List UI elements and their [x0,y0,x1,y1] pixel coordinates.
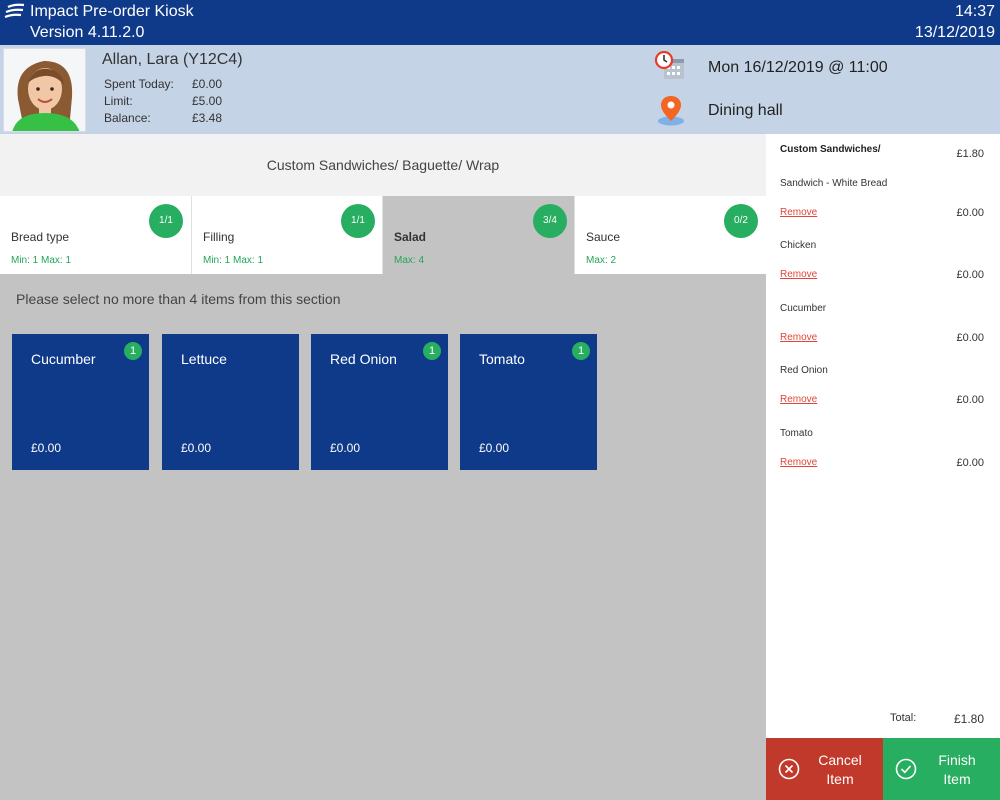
limit-value: £5.00 [192,94,223,108]
item-count-badge: 1 [124,342,142,360]
item-count-badge: 1 [423,342,441,360]
basket-item-title: Custom Sandwiches/ [780,144,881,155]
basket-line-name: Sandwich - White Bread [780,178,888,189]
tab-label: Bread type [11,230,70,244]
tab-count-badge: 1/1 [341,204,375,238]
map-pin-icon [658,96,684,126]
location-name: Dining hall [708,102,783,119]
total-label: Total: [890,712,917,724]
user-info-bar: Allan, Lara (Y12C4) Spent Today: £0.00 L… [0,45,1000,134]
item-price: £0.00 [479,441,510,455]
item-tile-red-onion[interactable]: Red Onion £0.00 1 [311,334,448,470]
balance-value: £3.48 [192,111,223,125]
tab-count-badge: 0/2 [724,204,758,238]
tab-rule: Min: 1 Max: 1 [203,255,264,266]
remove-link[interactable]: Remove [780,269,818,280]
tab-filling[interactable]: Filling Min: 1 Max: 1 1/1 [192,196,383,274]
item-price: £0.00 [31,441,62,455]
tab-bread-type[interactable]: Bread type Min: 1 Max: 1 1/1 [0,196,192,274]
clock-date: 13/12/2019 [914,24,995,41]
basket-line-name: Cucumber [780,303,827,314]
item-name: Tomato [479,351,525,367]
tab-salad[interactable]: Salad Max: 4 3/4 [383,196,575,274]
item-tile-cucumber[interactable]: Cucumber £0.00 1 [12,334,149,470]
app-version: Version 4.11.2.0 [30,24,145,41]
tab-count-badge: 1/1 [149,204,183,238]
tab-rule: Min: 1 Max: 1 [11,255,72,266]
finish-label-line1: Finish [938,752,976,768]
balance-label: Balance: [104,111,151,125]
basket-line-name: Tomato [780,428,813,439]
tab-label: Sauce [586,230,621,244]
tab-label: Filling [203,230,235,244]
basket-line-price: £0.00 [956,332,984,344]
item-price: £0.00 [181,441,212,455]
section-tabs: Bread type Min: 1 Max: 1 1/1 Filling Min… [0,196,766,274]
remove-link[interactable]: Remove [780,207,818,218]
tab-sauce[interactable]: Sauce Max: 2 0/2 [575,196,766,274]
remove-link[interactable]: Remove [780,457,818,468]
spent-today-label: Spent Today: [104,77,174,91]
cancel-button-label: Cancel Item [806,751,874,789]
finish-label-line2: Item [943,771,971,787]
category-title: Custom Sandwiches/ Baguette/ Wrap [0,134,766,196]
user-name: Allan, Lara (Y12C4) [102,51,243,68]
finish-item-button[interactable]: Finish Item [883,738,1000,800]
tab-rule: Max: 4 [394,255,425,266]
limit-label: Limit: [104,94,133,108]
clock-time: 14:37 [954,3,995,20]
basket-line-price: £0.00 [956,457,984,469]
spent-today-value: £0.00 [192,77,223,91]
item-name: Red Onion [330,351,397,367]
cancel-item-button[interactable]: Cancel Item [766,738,883,800]
avatar [3,48,86,132]
app-title: Impact Pre-order Kiosk [30,3,194,20]
item-name: Lettuce [181,351,227,367]
title-bar: Impact Pre-order Kiosk Version 4.11.2.0 … [0,0,1000,45]
item-name: Cucumber [31,351,96,367]
logo-icon [4,3,25,19]
item-count-badge: 1 [572,342,590,360]
tab-label: Salad [394,230,427,244]
basket-line-price: £0.00 [956,269,984,281]
item-price: £0.00 [330,441,361,455]
tab-rule: Max: 2 [586,255,617,266]
circle-check-icon [895,758,917,780]
cancel-label-line1: Cancel [818,752,862,768]
remove-link[interactable]: Remove [780,332,818,343]
remove-link[interactable]: Remove [780,394,818,405]
clock-calendar-icon [654,51,684,79]
basket-line-price: £0.00 [956,394,984,406]
basket-line-name: Red Onion [780,365,828,376]
basket-line-name: Chicken [780,240,817,251]
tab-count-badge: 3/4 [533,204,567,238]
cancel-label-line2: Item [826,771,854,787]
basket-item-price: £1.80 [956,148,984,160]
item-tile-tomato[interactable]: Tomato £0.00 1 [460,334,597,470]
item-tile-lettuce[interactable]: Lettuce £0.00 [162,334,299,470]
selection-instruction: Please select no more than 4 items from … [16,291,341,307]
schedule-datetime: Mon 16/12/2019 @ 11:00 [708,59,888,76]
basket-line-price: £0.00 [956,207,984,219]
finish-button-label: Finish Item [923,751,991,789]
basket-panel: Custom Sandwiches/ £1.80 Sandwich - Whit… [766,134,1000,738]
circle-x-icon [778,758,800,780]
total-value: £1.80 [953,712,984,726]
